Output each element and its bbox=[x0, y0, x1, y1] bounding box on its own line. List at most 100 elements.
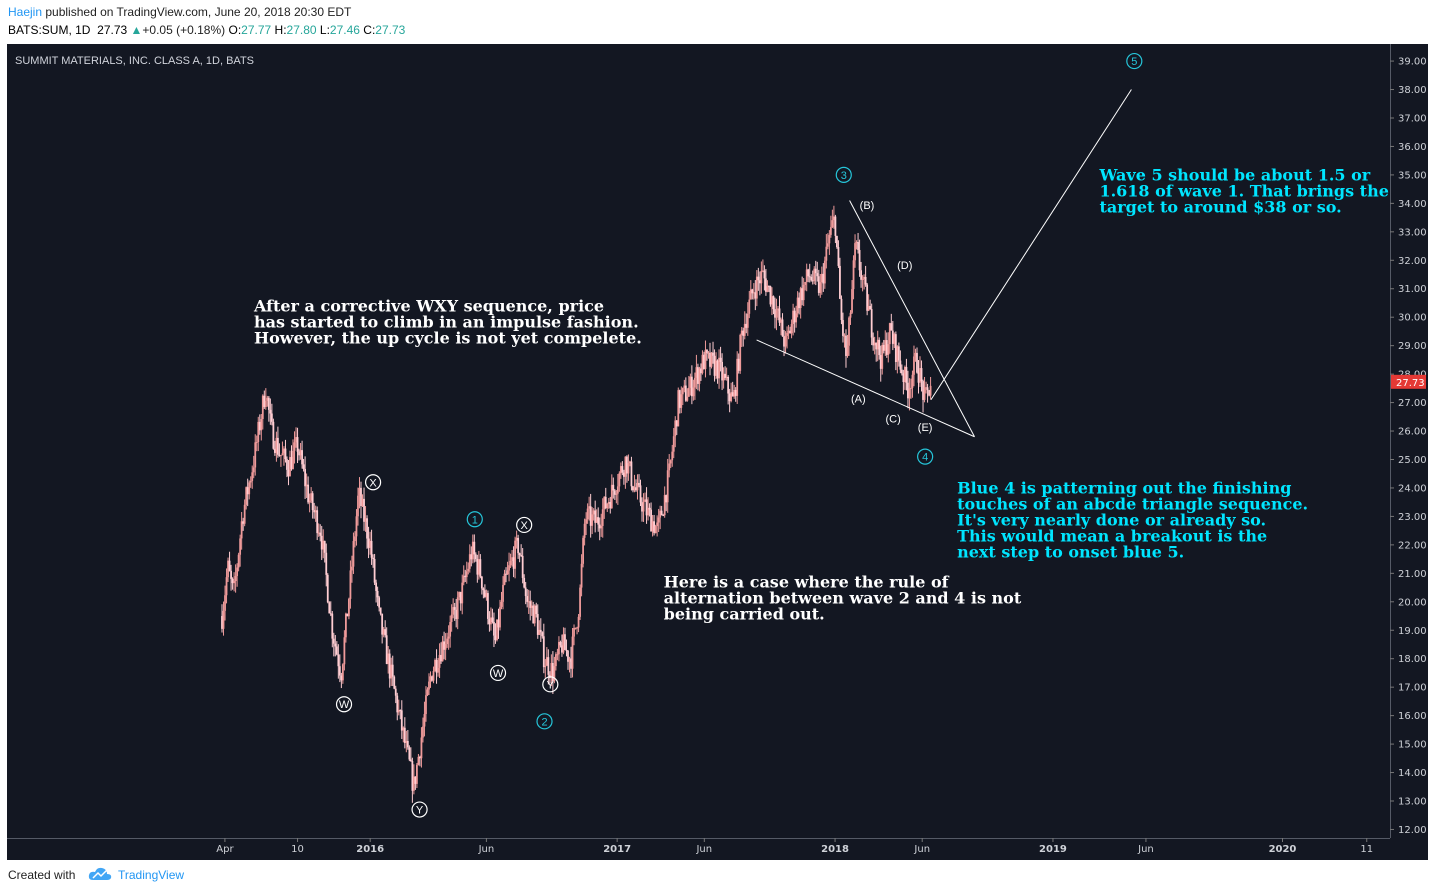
candle-body bbox=[786, 332, 788, 336]
x-tick-label: 2019 bbox=[1039, 844, 1067, 855]
candle-body bbox=[683, 385, 686, 388]
candle-body bbox=[535, 605, 538, 615]
close-value: 27.73 bbox=[375, 23, 406, 37]
tradingview-brand-link[interactable]: TradingView bbox=[118, 868, 185, 882]
candle-body bbox=[412, 776, 415, 791]
candle-body bbox=[409, 759, 412, 762]
candle-body bbox=[411, 761, 414, 791]
candle-body bbox=[635, 487, 637, 491]
candle-body bbox=[890, 323, 893, 331]
candle-body bbox=[645, 499, 648, 516]
x-tick-label: Jun bbox=[913, 844, 930, 855]
candle-body bbox=[839, 265, 841, 299]
candle-body bbox=[480, 576, 483, 589]
created-with-text: Created with bbox=[8, 868, 76, 882]
candle-body bbox=[913, 356, 915, 375]
candle-body bbox=[775, 310, 778, 318]
footer bbox=[0, 860, 1435, 893]
candle-body bbox=[919, 368, 921, 383]
y-tick-label: 33.00 bbox=[1398, 227, 1427, 238]
candle-body bbox=[799, 288, 802, 309]
candle-body bbox=[521, 555, 524, 578]
y-tick-label: 39.00 bbox=[1398, 57, 1427, 68]
candle-body bbox=[780, 319, 782, 323]
candle-body bbox=[884, 340, 887, 351]
open-value: 27.77 bbox=[241, 23, 272, 37]
trendline[interactable] bbox=[930, 89, 1132, 401]
candle-body bbox=[511, 557, 513, 561]
wave-label: X bbox=[521, 520, 529, 532]
candle-body bbox=[586, 508, 589, 520]
candle-body bbox=[414, 776, 417, 784]
candle-body bbox=[690, 376, 693, 397]
annotation-text: Wave 5 should be about 1.5 or bbox=[1098, 166, 1370, 185]
plot-area[interactable] bbox=[7, 44, 1390, 838]
candle-body bbox=[512, 557, 515, 569]
symbol-label: BATS:SUM, 1D bbox=[8, 23, 91, 37]
tradingview-cloud-icon[interactable] bbox=[88, 866, 112, 882]
x-tick-label: Jun bbox=[1137, 844, 1154, 855]
candle-body bbox=[757, 276, 760, 281]
candle-body bbox=[443, 641, 445, 650]
candle-body bbox=[419, 756, 421, 759]
candle-body bbox=[307, 484, 310, 503]
candle-body bbox=[858, 249, 861, 271]
x-tick-label: 10 bbox=[291, 844, 304, 855]
x-tick-label: 2018 bbox=[821, 844, 849, 855]
candle-body bbox=[334, 643, 337, 647]
trendline[interactable] bbox=[756, 339, 975, 438]
candle-body bbox=[293, 442, 296, 451]
candle-body bbox=[771, 296, 773, 305]
candle-body bbox=[343, 637, 346, 665]
candle-body bbox=[848, 317, 850, 346]
candle-body bbox=[622, 472, 625, 477]
y-tick-label: 21.00 bbox=[1398, 569, 1427, 580]
candle-body bbox=[574, 627, 577, 629]
candle-body bbox=[589, 506, 592, 526]
candle-body bbox=[743, 323, 746, 336]
author-link[interactable]: Haejin bbox=[8, 5, 43, 19]
candle-body bbox=[588, 506, 591, 509]
candle-body bbox=[337, 654, 340, 667]
candle-body bbox=[381, 613, 384, 635]
trendline[interactable] bbox=[849, 200, 975, 437]
candle-body bbox=[470, 554, 473, 560]
candle-body bbox=[731, 392, 734, 397]
candle-body bbox=[817, 276, 820, 293]
candle-body bbox=[230, 570, 232, 579]
candle-body bbox=[875, 342, 878, 350]
price-axis[interactable] bbox=[1390, 44, 1428, 860]
candle-body bbox=[520, 554, 523, 556]
time-axis[interactable] bbox=[7, 838, 1390, 860]
candle-body bbox=[278, 454, 281, 456]
candle-body bbox=[805, 269, 808, 282]
candle-body bbox=[326, 574, 329, 603]
candle-body bbox=[305, 484, 308, 487]
y-tick-label: 16.00 bbox=[1398, 711, 1427, 722]
candle-body bbox=[408, 747, 411, 760]
candle-body bbox=[897, 346, 900, 361]
candle-body bbox=[648, 507, 651, 510]
low-label: L: bbox=[319, 23, 330, 37]
candle-body bbox=[538, 629, 541, 635]
candle-body bbox=[665, 495, 668, 503]
candle-body bbox=[357, 495, 359, 517]
candle-body bbox=[505, 573, 507, 575]
candle-body bbox=[452, 607, 455, 615]
candle-body bbox=[641, 502, 643, 512]
wave-label: Y bbox=[416, 805, 424, 817]
annotation-text: After a corrective WXY sequence, price bbox=[253, 297, 604, 316]
candle-body bbox=[899, 360, 902, 370]
candle-body bbox=[709, 352, 711, 367]
candle-body bbox=[758, 280, 761, 284]
candle-body bbox=[659, 510, 662, 518]
candle-body bbox=[372, 557, 374, 560]
candle-body bbox=[766, 286, 769, 292]
candle-body bbox=[267, 397, 270, 410]
y-tick-label: 35.00 bbox=[1398, 170, 1427, 181]
candle-body bbox=[277, 437, 279, 455]
wave-label: 3 bbox=[841, 170, 847, 182]
candle-body bbox=[518, 553, 521, 555]
candle-body bbox=[713, 355, 716, 376]
